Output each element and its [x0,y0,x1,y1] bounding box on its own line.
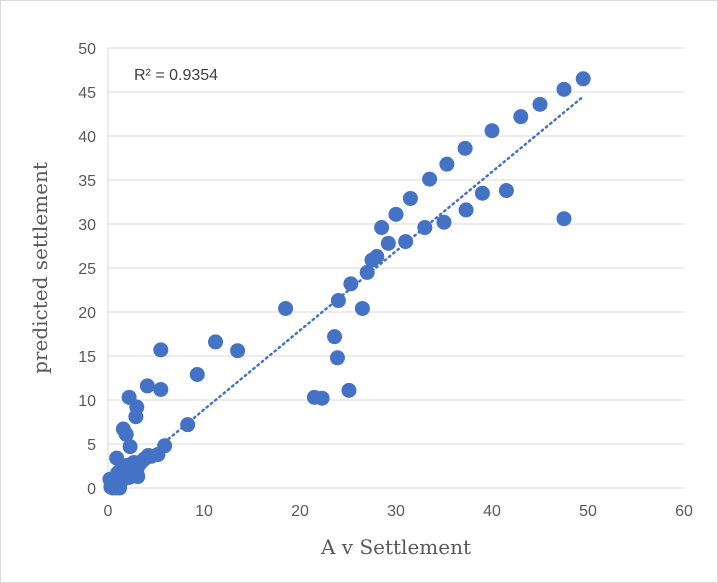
x-tick-label-40: 40 [483,503,501,520]
data-point [436,214,452,230]
y-axis-title: predicted settlement [28,162,52,374]
y-tick-label-40: 40 [78,129,96,146]
data-point [439,156,455,172]
y-tick-label-0: 0 [87,481,96,498]
r-squared-annotation: R² = 0.9354 [134,67,218,84]
data-point [354,300,370,316]
data-point [153,342,169,358]
data-point [498,183,514,199]
data-point [118,426,134,442]
trendline-group [116,96,583,483]
y-tick-label-35: 35 [78,173,96,190]
x-tick-label-0: 0 [104,503,113,520]
data-point [458,202,474,218]
data-point [422,171,438,187]
data-point [208,334,224,350]
x-tick-label-20: 20 [291,503,309,520]
data-point [575,71,591,87]
y-tick-label-15: 15 [78,349,96,366]
data-point [128,409,144,425]
y-tick-label-10: 10 [78,393,96,410]
data-point [121,469,137,485]
data-point [474,185,490,201]
y-tick-label-5: 5 [87,437,96,454]
data-point [556,81,572,97]
axes [107,48,684,489]
y-tick-label-30: 30 [78,217,96,234]
data-point [398,234,414,250]
data-point [388,206,404,222]
x-tick-label-10: 10 [195,503,213,520]
data-point [112,480,128,496]
data-point [314,390,330,406]
gridlines [108,47,684,445]
data-point [484,123,500,139]
data-point [374,220,390,236]
data-point [556,211,572,227]
y-tick-label-25: 25 [78,261,96,278]
x-tick-label-60: 60 [675,503,693,520]
trendline [116,96,583,483]
data-points [102,71,591,496]
data-point [180,417,196,433]
data-point [330,293,346,309]
y-tick-label-50: 50 [78,41,96,58]
data-point [327,329,343,345]
tick-labels: 0 10 20 30 40 50 60 0 5 10 15 20 25 30 35 40 45 50 [78,41,693,520]
data-point [402,190,418,206]
data-point [189,366,205,382]
x-tick-label-30: 30 [387,503,405,520]
data-point [329,350,345,366]
data-point [122,439,138,455]
data-point [380,235,396,251]
data-point [153,381,169,397]
data-point [143,448,159,464]
x-tick-label-50: 50 [579,503,597,520]
data-point [139,378,155,394]
data-point [102,471,118,487]
data-point [341,382,357,398]
data-point [230,343,246,359]
data-point [532,96,548,112]
data-point [457,140,473,156]
x-axis-title: A v Settlement [320,535,471,559]
data-point [343,276,359,292]
y-tick-label-20: 20 [78,305,96,322]
data-point [359,264,375,280]
data-point [364,252,380,268]
data-point [278,300,294,316]
data-point [417,220,433,236]
data-point [513,109,529,125]
y-tick-label-45: 45 [78,85,96,102]
